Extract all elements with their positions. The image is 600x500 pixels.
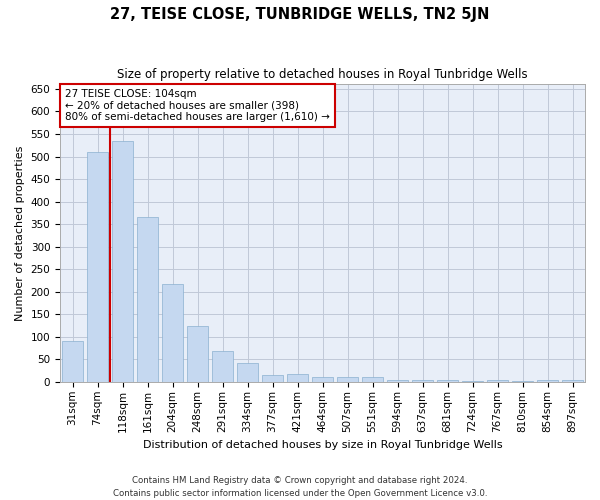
Title: Size of property relative to detached houses in Royal Tunbridge Wells: Size of property relative to detached ho… — [117, 68, 528, 80]
Bar — [537, 380, 558, 382]
Y-axis label: Number of detached properties: Number of detached properties — [15, 146, 25, 321]
Bar — [362, 378, 383, 382]
Bar — [162, 284, 183, 382]
Bar — [62, 342, 83, 382]
Bar — [237, 363, 258, 382]
Bar — [112, 141, 133, 382]
Bar — [437, 380, 458, 382]
Bar — [412, 380, 433, 382]
Bar — [137, 218, 158, 382]
Bar — [337, 378, 358, 382]
Bar — [512, 380, 533, 382]
Bar — [187, 326, 208, 382]
Bar — [212, 352, 233, 382]
Bar — [262, 375, 283, 382]
Bar — [387, 380, 408, 382]
Text: 27, TEISE CLOSE, TUNBRIDGE WELLS, TN2 5JN: 27, TEISE CLOSE, TUNBRIDGE WELLS, TN2 5J… — [110, 8, 490, 22]
Text: Contains HM Land Registry data © Crown copyright and database right 2024.
Contai: Contains HM Land Registry data © Crown c… — [113, 476, 487, 498]
Bar — [462, 380, 483, 382]
Bar — [287, 374, 308, 382]
X-axis label: Distribution of detached houses by size in Royal Tunbridge Wells: Distribution of detached houses by size … — [143, 440, 502, 450]
Bar — [562, 380, 583, 382]
Bar — [87, 152, 108, 382]
Bar — [312, 378, 333, 382]
Text: 27 TEISE CLOSE: 104sqm
← 20% of detached houses are smaller (398)
80% of semi-de: 27 TEISE CLOSE: 104sqm ← 20% of detached… — [65, 89, 330, 122]
Bar — [487, 380, 508, 382]
